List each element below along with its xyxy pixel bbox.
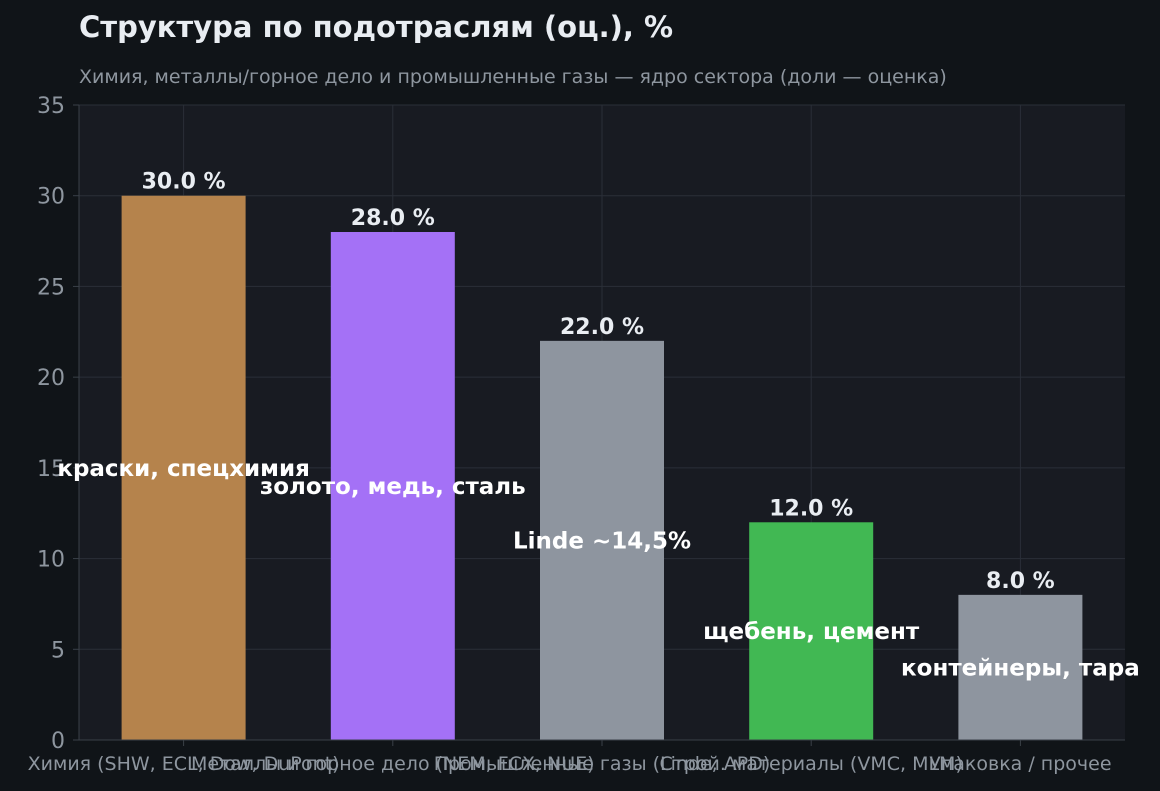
x-tick-label: Металлы и горное дело (NEM, FCX, NUE) [191, 753, 595, 775]
bar-value-label: 28.0 % [351, 206, 435, 231]
y-tick-label: 0 [51, 729, 65, 754]
bar [540, 340, 664, 740]
bar [958, 594, 1083, 740]
x-tick-label: Упаковка / прочее [929, 753, 1111, 775]
y-tick-label: 5 [51, 638, 65, 663]
bar-value-label: 12.0 % [769, 496, 853, 521]
x-tick-label: Химия (SHW, ECL, Dow, DuPont) [28, 753, 340, 775]
x-tick-label: Промышленные газы (Linde, APD) [434, 753, 771, 775]
y-tick-label: 30 [37, 185, 65, 210]
bar-value-label: 22.0 % [560, 315, 644, 340]
chart-subtitle: Химия, металлы/горное дело и промышленны… [79, 66, 947, 88]
bar [749, 522, 874, 740]
y-tick-label: 25 [37, 275, 65, 300]
bar-annotation: контейнеры, тара [901, 655, 1140, 681]
bar-value-label: 8.0 % [986, 569, 1055, 594]
bar-annotation: Linde ~14,5% [513, 528, 691, 554]
bar [330, 232, 455, 740]
bar-annotation: золото, медь, сталь [260, 474, 526, 500]
bar-value-label: 30.0 % [142, 170, 226, 195]
bar-annotation: краски, спецхимия [57, 456, 310, 482]
bar-annotation: щебень, цемент [703, 619, 920, 645]
y-tick-label: 10 [37, 548, 65, 573]
y-tick-label: 15 [37, 457, 65, 482]
chart-title: Структура по подотраслям (оц.), % [79, 10, 674, 44]
x-tick-label: Строй. материалы (VMC, MLM) [660, 753, 963, 775]
y-tick-label: 20 [37, 366, 65, 391]
bar [121, 195, 246, 740]
y-tick-label: 35 [37, 94, 65, 119]
